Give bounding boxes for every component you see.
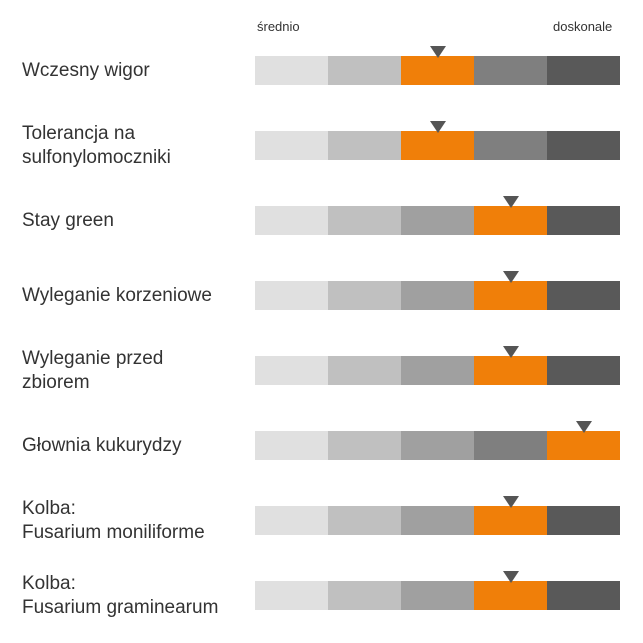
trait-row: Wyleganie korzeniowe (0, 268, 643, 343)
trait-label: Głownia kukurydzy (22, 434, 250, 458)
rating-bar (255, 281, 620, 310)
rating-marker-icon (502, 496, 519, 508)
rating-segment (474, 131, 547, 160)
trait-label-line: Kolba: (22, 572, 76, 594)
rating-segment-selected (474, 506, 547, 535)
trait-label: Wyleganie korzeniowe (22, 284, 250, 308)
rating-marker-icon (502, 346, 519, 358)
trait-label-line: Wyleganie przed (22, 347, 164, 369)
trait-label: Kolba: Fusarium moniliforme (22, 497, 250, 545)
rating-segment-selected (401, 131, 474, 160)
rating-marker-icon (429, 121, 446, 133)
trait-row: Stay green (0, 193, 643, 268)
trait-label-line: Wczesny wigor (22, 59, 150, 81)
rating-segment (255, 581, 328, 610)
rating-segment (401, 281, 474, 310)
rating-segment (547, 506, 620, 535)
rating-segment (328, 131, 401, 160)
rating-segment (255, 56, 328, 85)
rating-marker-icon (502, 271, 519, 283)
rating-segment (328, 506, 401, 535)
rating-segment (547, 281, 620, 310)
rating-segment (547, 356, 620, 385)
rating-segment (547, 131, 620, 160)
trait-label: Kolba: Fusarium graminearum (22, 572, 250, 620)
rating-segment (401, 356, 474, 385)
trait-label: Stay green (22, 209, 250, 233)
trait-row: Kolba: Fusarium moniliforme (0, 493, 643, 568)
rating-segment (328, 581, 401, 610)
scale-min-label: średnio (257, 19, 300, 34)
rating-bar (255, 56, 620, 85)
rating-segment (328, 281, 401, 310)
rating-marker-icon (502, 571, 519, 583)
rating-segment (328, 56, 401, 85)
rating-bar (255, 356, 620, 385)
rating-segment (255, 206, 328, 235)
trait-label-line: Tolerancja na (22, 122, 136, 144)
trait-row: Głownia kukurydzy (0, 418, 643, 493)
rating-marker-icon (429, 46, 446, 58)
rating-segment-selected (474, 281, 547, 310)
rating-segment (255, 506, 328, 535)
rating-bar (255, 431, 620, 460)
trait-row: Wyleganie przed zbiorem (0, 343, 643, 418)
rating-segment (328, 206, 401, 235)
rating-segment-selected (547, 431, 620, 460)
trait-row: Wczesny wigor (0, 43, 643, 118)
trait-label-line: Fusarium graminearum (22, 596, 219, 618)
trait-label-line: Kolba: (22, 497, 76, 519)
rating-bar (255, 581, 620, 610)
trait-row: Tolerancja na sulfonylomoczniki (0, 118, 643, 193)
rating-segment-selected (474, 356, 547, 385)
rating-segment (474, 56, 547, 85)
trait-label: Wczesny wigor (22, 59, 250, 83)
rating-bar (255, 131, 620, 160)
scale-max-label: doskonale (553, 19, 613, 34)
rating-segment (255, 131, 328, 160)
rating-bar (255, 206, 620, 235)
rating-segment (401, 506, 474, 535)
rating-segment (547, 581, 620, 610)
rating-segment (328, 431, 401, 460)
trait-label: Tolerancja na sulfonylomoczniki (22, 122, 250, 170)
trait-label: Wyleganie przed zbiorem (22, 347, 250, 395)
rating-segment-selected (474, 206, 547, 235)
rating-segment-selected (401, 56, 474, 85)
trait-label-line: zbiorem (22, 371, 90, 393)
rating-segment (328, 356, 401, 385)
rating-segment (401, 206, 474, 235)
rating-segment (401, 431, 474, 460)
rating-segment (255, 281, 328, 310)
trait-label-line: Wyleganie korzeniowe (22, 284, 212, 306)
trait-label-line: Stay green (22, 209, 114, 231)
rating-segment (547, 206, 620, 235)
rating-segment (474, 431, 547, 460)
rating-segment-selected (474, 581, 547, 610)
trait-row: Kolba: Fusarium graminearum (0, 568, 643, 643)
trait-label-line: sulfonylomoczniki (22, 146, 171, 168)
rating-bar (255, 506, 620, 535)
rating-marker-icon (575, 421, 592, 433)
rating-segment (547, 56, 620, 85)
rating-segment (255, 356, 328, 385)
trait-label-line: Fusarium moniliforme (22, 521, 205, 543)
rating-segment (255, 431, 328, 460)
trait-label-line: Głownia kukurydzy (22, 434, 182, 456)
rating-segment (401, 581, 474, 610)
rating-marker-icon (502, 196, 519, 208)
